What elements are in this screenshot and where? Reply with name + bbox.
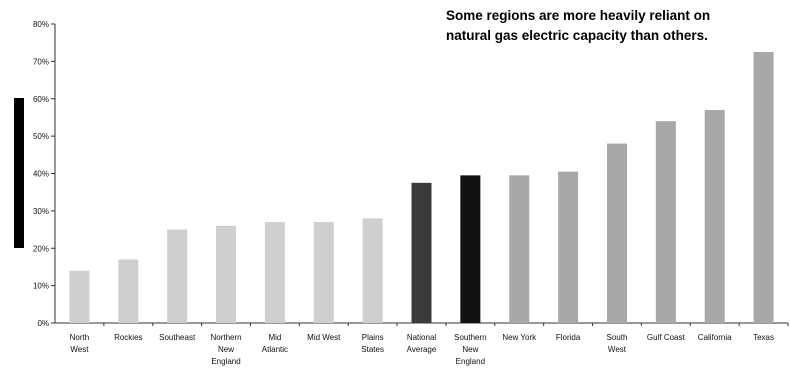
category-label: Southern New England: [454, 333, 486, 366]
bar: [411, 182, 432, 323]
y-tick-label: 60%: [33, 95, 49, 104]
category-label: Plains States: [361, 333, 384, 354]
bar: [704, 109, 725, 324]
y-tick-label: 20%: [33, 244, 49, 253]
bar: [655, 121, 676, 323]
bar: [69, 270, 90, 323]
y-tick-label: 0%: [37, 319, 49, 328]
bar: [313, 222, 334, 323]
bar: [460, 175, 481, 323]
y-tick-label: 70%: [33, 57, 49, 66]
y-tick-label: 10%: [33, 282, 49, 291]
bar: [264, 222, 285, 323]
bar: [362, 218, 383, 323]
chart-title-line-2: natural gas electric capacity than other…: [446, 28, 708, 43]
category-label: Rockies: [114, 333, 142, 342]
category-label: Northern New England: [210, 333, 241, 366]
category-label: Gulf Coast: [647, 333, 686, 342]
bar: [167, 229, 188, 323]
category-label: Mid West: [307, 333, 341, 342]
category-label: Texas: [753, 333, 774, 342]
category-label: Mid Atlantic: [262, 333, 288, 354]
chart-title-line-1: Some regions are more heavily reliant on: [446, 8, 711, 23]
category-label: Southeast: [159, 333, 196, 342]
bar: [558, 171, 579, 323]
bar: [606, 143, 627, 323]
category-label: North West: [70, 333, 90, 354]
y-tick-label: 30%: [33, 207, 49, 216]
chart-title: Some regions are more heavily reliant on…: [446, 6, 776, 46]
y-tick-label: 50%: [33, 132, 49, 141]
side-legend-bar: [14, 98, 24, 248]
category-label: Florida: [556, 333, 581, 342]
category-label: California: [698, 333, 732, 342]
bar: [216, 225, 237, 323]
bar: [753, 52, 774, 323]
category-label: National Average: [407, 333, 437, 354]
category-label: South West: [607, 333, 628, 354]
y-tick-label: 80%: [33, 20, 49, 29]
y-tick-label: 40%: [33, 170, 49, 179]
category-label: New York: [502, 333, 537, 342]
bar: [118, 259, 139, 323]
bar: [509, 175, 530, 323]
